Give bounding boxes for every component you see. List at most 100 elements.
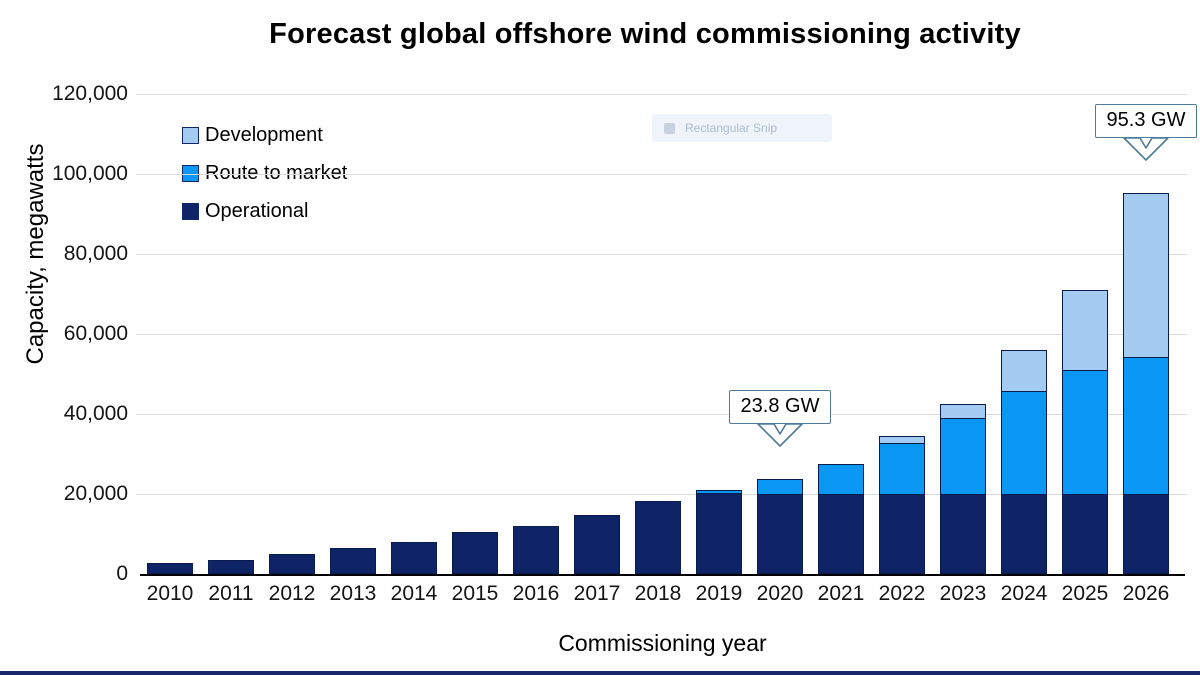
x-tick-label: 2016 bbox=[512, 582, 560, 605]
bar-segment-operational bbox=[696, 492, 742, 574]
bar-2014 bbox=[391, 541, 437, 574]
y-tick-label: 100,000 bbox=[52, 162, 128, 185]
bottom-edge-strip bbox=[0, 671, 1200, 675]
bar-segment-operational bbox=[1123, 493, 1169, 574]
bar-segment-operational bbox=[940, 493, 986, 574]
x-tick-label: 2024 bbox=[1000, 582, 1048, 605]
bar-2017 bbox=[574, 514, 620, 574]
x-tick-label: 2017 bbox=[573, 582, 621, 605]
bar-segment-route-to-market bbox=[940, 418, 986, 494]
legend-swatch-icon bbox=[182, 126, 199, 144]
y-tick-label: 120,000 bbox=[52, 82, 128, 105]
bar-2016 bbox=[513, 525, 559, 574]
callout-2026: 95.3 GW bbox=[1095, 103, 1197, 162]
bar-segment-operational bbox=[635, 500, 681, 574]
legend-label: Operational bbox=[205, 199, 309, 222]
x-tick-label: 2025 bbox=[1061, 582, 1109, 605]
gridline bbox=[136, 334, 1187, 335]
bar-segment-operational bbox=[574, 514, 620, 574]
x-tick-label: 2020 bbox=[756, 582, 804, 605]
legend-item-route-to-market: Route to market bbox=[182, 154, 347, 192]
legend-item-development: Development bbox=[182, 116, 347, 154]
bar-2026 bbox=[1123, 192, 1169, 574]
bar-2025 bbox=[1062, 290, 1108, 574]
bar-segment-development bbox=[1123, 192, 1169, 357]
snip-tool-icon bbox=[664, 122, 675, 134]
bar-segment-operational bbox=[269, 553, 315, 574]
bar-2023 bbox=[940, 403, 986, 574]
bar-segment-development bbox=[940, 403, 986, 419]
y-tick-label: 0 bbox=[116, 562, 128, 585]
x-tick-label: 2023 bbox=[939, 582, 987, 605]
gridline bbox=[136, 174, 1187, 175]
x-tick-label: 2012 bbox=[268, 582, 316, 605]
legend-swatch-icon bbox=[182, 202, 199, 220]
bar-segment-route-to-market bbox=[696, 490, 742, 493]
legend-label: Route to market bbox=[205, 161, 348, 184]
bar-segment-operational bbox=[757, 494, 803, 574]
callout-label: 95.3 GW bbox=[1095, 103, 1197, 138]
bar-segment-development bbox=[1062, 290, 1108, 371]
bar-segment-operational bbox=[391, 541, 437, 574]
gridline bbox=[136, 494, 1187, 495]
bar-2021 bbox=[818, 464, 864, 574]
bar-segment-route-to-market bbox=[1001, 391, 1047, 494]
bar-2018 bbox=[635, 500, 681, 574]
bar-segment-operational bbox=[452, 531, 498, 574]
gridline bbox=[136, 414, 1187, 415]
bar-2011 bbox=[208, 559, 254, 574]
bar-2019 bbox=[696, 490, 742, 574]
callout-down-arrow-icon bbox=[757, 422, 803, 447]
bar-segment-operational bbox=[513, 525, 559, 574]
gridline bbox=[136, 94, 1187, 95]
legend-item-operational: Operational bbox=[182, 192, 347, 230]
bar-2012 bbox=[269, 553, 315, 574]
x-tick-label: 2011 bbox=[208, 582, 254, 605]
x-tick-label: 2014 bbox=[390, 582, 438, 605]
y-tick-label: 60,000 bbox=[63, 322, 128, 345]
chart-title: Forecast global offshore wind commission… bbox=[269, 18, 1021, 50]
bar-segment-route-to-market bbox=[879, 443, 925, 494]
bar-segment-route-to-market bbox=[1123, 356, 1169, 494]
bar-segment-operational bbox=[879, 493, 925, 574]
bar-segment-route-to-market bbox=[757, 478, 803, 494]
bar-2020 bbox=[757, 478, 803, 574]
y-tick-label: 20,000 bbox=[63, 482, 128, 505]
bar-2010 bbox=[147, 563, 193, 574]
y-tick-label: 40,000 bbox=[63, 402, 128, 425]
callout-down-arrow-icon bbox=[1123, 136, 1169, 161]
x-tick-label: 2010 bbox=[146, 582, 194, 605]
callout-2020: 23.8 GW bbox=[729, 389, 831, 448]
y-tick-label: 80,000 bbox=[63, 242, 128, 265]
legend-swatch-icon bbox=[182, 164, 199, 182]
x-tick-label: 2021 bbox=[817, 582, 865, 605]
x-tick-label: 2019 bbox=[695, 582, 743, 605]
gridline bbox=[136, 254, 1187, 255]
bar-2022 bbox=[879, 436, 925, 574]
x-tick-label: 2022 bbox=[878, 582, 926, 605]
x-tick-label: 2013 bbox=[329, 582, 377, 605]
bar-2024 bbox=[1001, 349, 1047, 574]
bar-2013 bbox=[330, 548, 376, 574]
bar-segment-operational bbox=[818, 494, 864, 574]
legend: Development Route to market Operational bbox=[182, 116, 347, 230]
bar-segment-operational bbox=[147, 563, 193, 574]
bar-segment-operational bbox=[330, 548, 376, 574]
x-tick-label: 2015 bbox=[451, 582, 499, 605]
bar-segment-operational bbox=[208, 559, 254, 574]
legend-label: Development bbox=[205, 123, 323, 146]
bar-2015 bbox=[452, 531, 498, 574]
bar-segment-operational bbox=[1001, 493, 1047, 574]
snip-watermark: Rectangular Snip bbox=[652, 114, 832, 142]
bar-segment-development bbox=[1001, 349, 1047, 392]
bar-segment-route-to-market bbox=[1062, 370, 1108, 494]
x-tick-label: 2026 bbox=[1122, 582, 1170, 605]
x-axis-title: Commissioning year bbox=[558, 630, 767, 656]
bar-segment-development bbox=[879, 436, 925, 444]
bar-segment-route-to-market bbox=[818, 464, 864, 495]
callout-label: 23.8 GW bbox=[729, 389, 831, 424]
plot-area: Development Route to market Operational 20… bbox=[136, 94, 1197, 605]
x-tick-label: 2018 bbox=[634, 582, 682, 605]
snip-watermark-label: Rectangular Snip bbox=[685, 121, 778, 135]
